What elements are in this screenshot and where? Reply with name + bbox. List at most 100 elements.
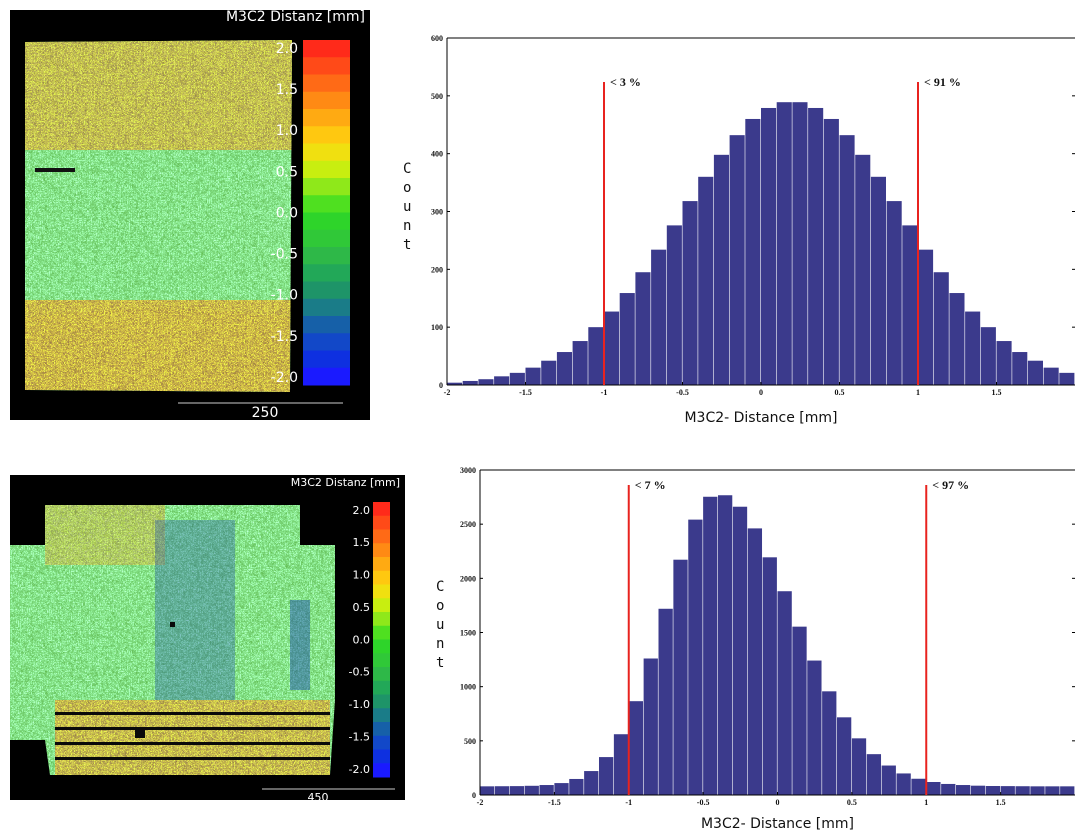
bar	[666, 225, 682, 385]
bar	[792, 102, 808, 385]
y-tick-label: 2000	[460, 574, 476, 583]
bar	[941, 783, 956, 795]
colorbar-tick-label: -2.0	[349, 763, 370, 776]
colorbar-block	[303, 74, 350, 93]
colorbar-block	[373, 529, 390, 544]
x-tick-label: -0.5	[676, 388, 689, 397]
bar	[761, 107, 777, 385]
bar	[823, 118, 839, 385]
bar	[745, 118, 761, 385]
bar	[732, 506, 748, 795]
bar	[584, 771, 599, 795]
bar	[851, 738, 867, 795]
colorbar-block	[303, 212, 350, 231]
colorbar-block	[373, 612, 390, 627]
colorbar-title: M3C2 Distanz [mm]	[226, 9, 365, 25]
bar	[682, 201, 698, 385]
bar	[839, 135, 855, 385]
x-tick-label: 0.5	[847, 798, 857, 807]
colorbar-block	[303, 91, 350, 110]
colorbar-tick-label: 2.0	[276, 41, 298, 57]
bar	[881, 765, 896, 795]
bar	[556, 352, 572, 385]
bar	[1015, 786, 1030, 795]
bar	[1027, 360, 1043, 385]
colorbar-block	[373, 763, 390, 778]
x-tick-label: -1.5	[519, 388, 532, 397]
colorbar-tick-label: 1.5	[276, 82, 298, 98]
bar	[569, 778, 584, 795]
bar	[1000, 786, 1015, 795]
colorbar-block	[373, 625, 390, 640]
bar	[1059, 372, 1075, 385]
bar	[822, 691, 837, 795]
y-tick-label: 0	[472, 791, 476, 800]
bar	[777, 591, 792, 795]
x-tick-label: 1	[924, 798, 928, 807]
bar	[539, 785, 554, 795]
colorbar-block	[303, 229, 350, 248]
bar	[713, 154, 729, 385]
colorbar-title: M3C2 Distanz [mm]	[291, 476, 400, 489]
x-axis-title: M3C2- Distance [mm]	[684, 410, 837, 426]
colorbar-tick-label: -1.0	[271, 288, 298, 304]
colorbar-block	[373, 680, 390, 695]
bar	[776, 102, 792, 385]
colorbar-block	[303, 367, 350, 386]
colorbar-tick-label: -0.5	[349, 666, 370, 679]
y-tick-label: 500	[464, 737, 476, 746]
colorbar-block	[303, 264, 350, 282]
bar	[902, 225, 918, 385]
bar	[643, 658, 658, 795]
threshold-label: < 97 %	[932, 478, 969, 492]
y-tick-label: 1000	[460, 683, 476, 692]
bar	[886, 201, 902, 385]
colorbar-block	[303, 195, 350, 213]
colorbar-tick-label: -1.5	[271, 329, 298, 345]
colorbar-block	[373, 639, 390, 654]
y-tick-label: 1500	[460, 629, 476, 638]
x-tick-label: -1.5	[548, 798, 561, 807]
bar	[729, 135, 745, 385]
colorbar-tick-label: -1.5	[349, 730, 370, 743]
x-tick-label: -0.5	[697, 798, 710, 807]
colorbar-tick-label: 0.0	[276, 205, 298, 221]
bar	[480, 786, 495, 795]
point-cloud	[10, 505, 335, 775]
bar	[524, 785, 539, 795]
bar	[896, 773, 911, 795]
bar	[918, 249, 934, 385]
bar	[1060, 786, 1075, 795]
x-tick-label: -1	[601, 388, 608, 397]
y-axis-title: Count	[403, 161, 412, 253]
scale-label: 450	[308, 791, 329, 804]
bar	[956, 785, 971, 795]
y-tick-label: 500	[431, 92, 443, 101]
y-tick-label: 200	[431, 265, 443, 274]
y-tick-label: 600	[431, 34, 443, 43]
bar	[541, 360, 557, 385]
bar	[572, 341, 588, 385]
bar	[980, 327, 996, 385]
colorbar-block	[373, 694, 390, 709]
bar	[478, 379, 494, 385]
bar	[965, 311, 981, 385]
x-tick-label: 0	[776, 798, 780, 807]
colorbar-block	[303, 350, 350, 369]
bar	[688, 519, 703, 795]
bar	[911, 778, 926, 795]
colorbar-block	[303, 160, 350, 179]
colorbar-block	[373, 722, 390, 737]
bar	[926, 782, 941, 795]
bar	[855, 154, 871, 385]
colorbar-tick-label: 0.5	[276, 164, 298, 180]
bar	[599, 757, 614, 795]
colorbar-block	[373, 735, 390, 750]
bar	[635, 272, 651, 385]
colorbar-block	[373, 598, 390, 613]
bar	[985, 786, 1001, 795]
colorbar-block	[373, 708, 390, 723]
colorbar-block	[373, 653, 390, 668]
colorbar-block	[373, 584, 390, 599]
